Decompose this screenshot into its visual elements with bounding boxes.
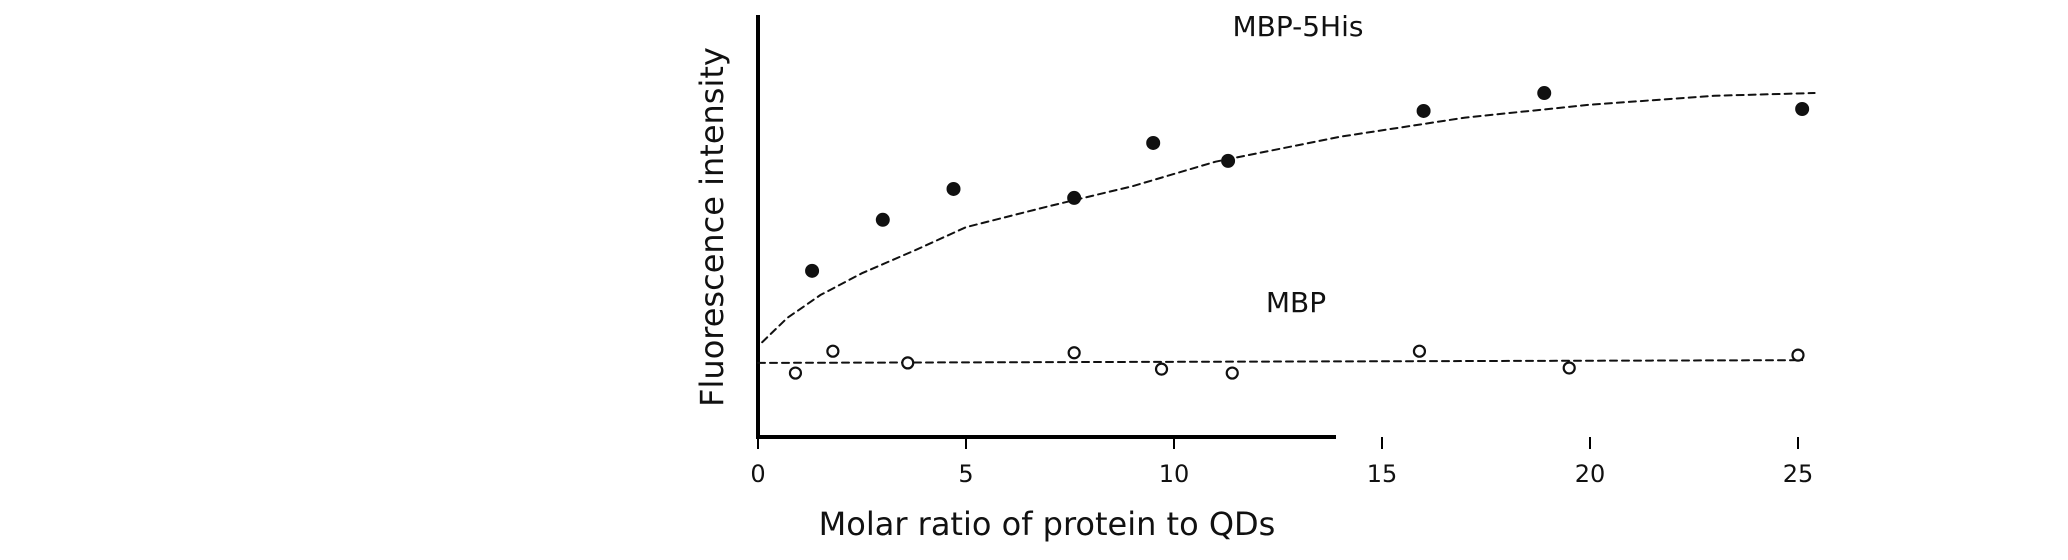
y-axis-label: Fluorescence intensity [693,47,731,407]
point-mbp-0 [788,366,803,380]
point-mbp-7 [1562,361,1576,375]
point-mbp-5his-2 [946,181,961,196]
point-mbp-5his-6 [1416,103,1431,118]
point-mbp-6 [1412,344,1427,358]
point-mbp-1 [826,344,840,358]
point-mbp-4 [1154,362,1169,376]
point-mbp-5his-0 [805,263,820,278]
x-tick-label-15: 15 [1367,460,1398,488]
x-ticks [757,437,1799,449]
point-mbp-3 [1067,346,1081,360]
point-mbp-5his-8 [1795,102,1810,117]
x-tick-labels: 0 5 10 15 20 25 [750,460,1813,488]
point-mbp-5his-7 [1537,86,1552,101]
x-tick-label-10: 10 [1159,460,1190,488]
data-points [788,86,1810,380]
x-tick-label-20: 20 [1575,460,1606,488]
point-mbp-2 [901,356,915,370]
point-mbp-8 [1791,348,1805,362]
axes [756,15,1336,439]
fit-curve-mbp [757,359,1804,364]
series-labels: MBP-5His MBP [1233,10,1364,319]
point-mbp-5 [1225,366,1239,380]
series-label-mbp: MBP [1266,286,1326,319]
point-mbp-5his-1 [875,212,890,227]
point-mbp-5his-5 [1221,153,1236,168]
fit-curve-mbp-5his [761,92,1816,344]
point-mbp-5his-4 [1146,135,1161,150]
x-tick-label-5: 5 [958,460,973,488]
x-tick-label-25: 25 [1783,460,1814,488]
fit-curves [757,92,1816,364]
point-mbp-5his-3 [1067,190,1082,205]
x-tick-label-0: 0 [750,460,765,488]
series-label-mbp-5his: MBP-5His [1233,10,1364,43]
x-axis-label: Molar ratio of protein to QDs [819,505,1276,543]
